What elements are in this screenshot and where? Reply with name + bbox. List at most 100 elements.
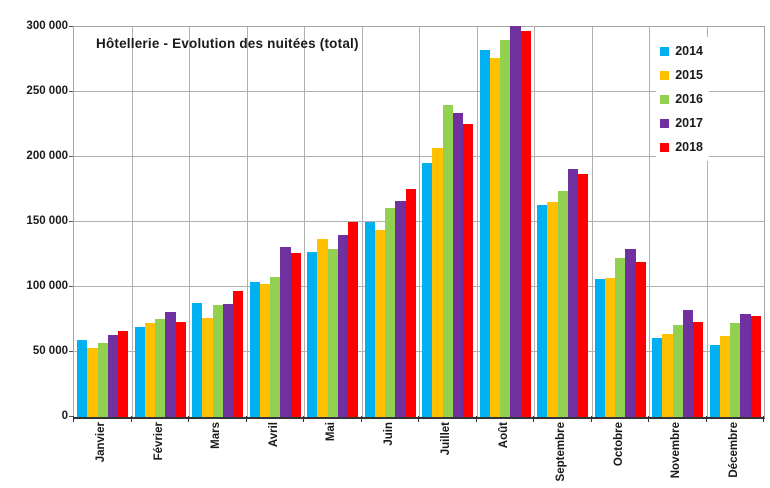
gridline-vertical xyxy=(476,27,478,417)
bar-2015-septembre xyxy=(547,202,558,417)
x-label-cell: Octobre xyxy=(591,418,649,488)
bar-2018-octobre xyxy=(635,262,646,417)
bar-2017-mars xyxy=(222,304,234,417)
y-tick-mark xyxy=(69,156,73,157)
x-label-cell: Avril xyxy=(246,418,304,488)
x-label-cell: Juillet xyxy=(418,418,476,488)
bar-2017-février xyxy=(165,312,176,417)
x-tick-mark xyxy=(130,416,132,422)
bar-2016-octobre xyxy=(615,258,626,417)
gridline-vertical xyxy=(304,27,305,417)
bar-2014-février xyxy=(134,327,145,417)
bar-2017-mai xyxy=(337,235,349,417)
x-tick-label: Novembre xyxy=(670,422,682,479)
y-tick-mark xyxy=(69,221,73,222)
y-tick-mark xyxy=(69,351,73,352)
x-tick-mark xyxy=(245,416,247,422)
bar-group-août xyxy=(477,26,535,417)
bar-2014-novembre xyxy=(652,338,663,417)
legend-swatch-2015 xyxy=(660,70,670,80)
bar-2018-février xyxy=(175,322,186,417)
bar-2014-mars xyxy=(192,303,203,417)
bar-2016-mars xyxy=(212,305,223,417)
y-tick-mark xyxy=(69,416,73,417)
bar-2016-juillet xyxy=(442,105,453,417)
bar-2017-août xyxy=(510,26,521,417)
y-tick-label: 50 000 xyxy=(32,345,68,357)
legend-swatch-2016 xyxy=(660,94,670,104)
x-tick-mark xyxy=(533,416,534,422)
x-tick-label: Janvier xyxy=(95,422,107,463)
bar-2015-mars xyxy=(202,318,213,417)
bar-2014-janvier xyxy=(77,340,88,417)
legend-label: 2017 xyxy=(675,116,703,130)
y-tick-label: 100 000 xyxy=(26,280,68,292)
bar-2017-septembre xyxy=(567,169,579,417)
plot-area: Hôtellerie - Evolution des nuitées (tota… xyxy=(73,26,765,419)
gridline-vertical xyxy=(649,27,650,417)
x-tick-label: Décembre xyxy=(727,422,740,478)
x-tick-mark xyxy=(73,416,74,422)
bar-2015-décembre xyxy=(719,336,731,417)
bar-2016-septembre xyxy=(557,191,568,417)
bar-2016-janvier xyxy=(97,343,108,417)
bar-2018-janvier xyxy=(118,331,129,417)
x-tick-mark xyxy=(590,416,592,422)
bar-2014-avril xyxy=(249,282,260,417)
legend-swatch-2014 xyxy=(660,46,670,56)
x-tick-mark xyxy=(475,416,477,422)
x-tick-mark xyxy=(763,416,764,422)
chart-title: Hôtellerie - Evolution des nuitées (tota… xyxy=(96,36,359,51)
x-tick-label: Avril xyxy=(267,422,280,448)
x-label-cell: Août xyxy=(476,418,534,488)
bar-2018-décembre xyxy=(750,316,761,417)
bar-2014-décembre xyxy=(709,345,720,417)
bar-2018-novembre xyxy=(693,322,704,417)
bar-2017-juillet xyxy=(452,113,464,417)
bar-group-mai xyxy=(304,27,362,417)
bar-2016-mai xyxy=(327,249,338,417)
bar-2015-janvier xyxy=(87,348,98,417)
y-tick-label: 250 000 xyxy=(26,85,68,97)
x-tick-mark xyxy=(360,416,362,422)
legend-swatch-2018 xyxy=(660,142,670,152)
bar-2018-septembre xyxy=(578,174,589,417)
gridline-vertical xyxy=(419,27,420,417)
y-tick-mark xyxy=(69,26,73,27)
bar-2018-juin xyxy=(405,189,416,417)
bar-group-juillet xyxy=(419,27,477,417)
x-label-cell: Janvier xyxy=(73,418,131,488)
bar-2018-avril xyxy=(290,253,301,417)
gridline-vertical xyxy=(246,27,248,417)
legend-label: 2015 xyxy=(675,68,703,82)
bar-2015-mai xyxy=(317,239,328,417)
y-tick-mark xyxy=(69,286,73,287)
bar-groups xyxy=(74,26,765,417)
bar-group-juin xyxy=(362,27,420,417)
bar-2018-mars xyxy=(233,291,244,417)
x-tick-mark xyxy=(418,416,419,422)
bar-2015-août xyxy=(489,58,501,417)
x-label-cell: Novembre xyxy=(648,418,706,488)
legend-label: 2018 xyxy=(675,140,703,154)
x-tick-label: Mars xyxy=(210,422,222,449)
bar-2015-avril xyxy=(259,284,271,417)
x-tick-mark xyxy=(188,416,189,422)
bar-2014-septembre xyxy=(537,205,548,417)
x-tick-label: Mai xyxy=(325,422,337,442)
gridline-vertical xyxy=(361,27,363,417)
x-tick-mark xyxy=(705,416,707,422)
y-tick-label: 200 000 xyxy=(26,150,68,162)
bar-group-décembre xyxy=(707,27,765,417)
bar-2016-juin xyxy=(385,208,396,417)
bar-2017-novembre xyxy=(682,310,694,417)
x-tick-label: Octobre xyxy=(612,422,625,467)
legend-label: 2014 xyxy=(675,44,703,58)
legend-item-2018: 2018 xyxy=(660,135,703,159)
x-label-cell: Mai xyxy=(303,418,361,488)
x-label-cell: Décembre xyxy=(706,418,764,488)
bar-group-octobre xyxy=(592,27,650,417)
x-label-cell: Septembre xyxy=(533,418,591,488)
legend-label: 2016 xyxy=(675,92,703,106)
